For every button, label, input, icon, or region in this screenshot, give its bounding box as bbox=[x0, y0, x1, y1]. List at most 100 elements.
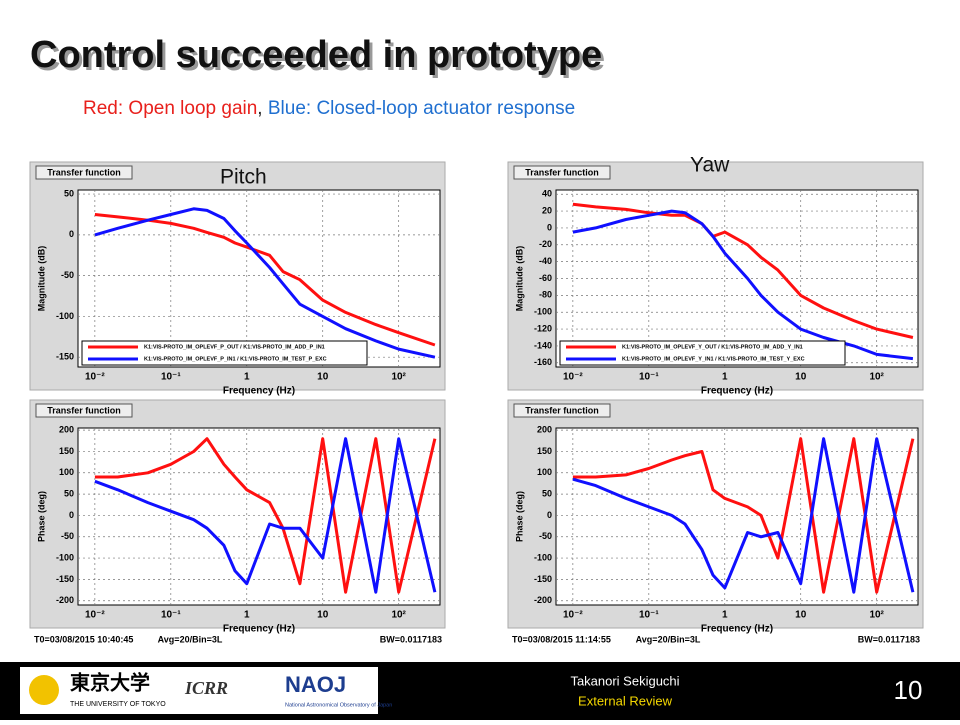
x-tick-label: 10⁻² bbox=[563, 372, 583, 383]
y-tick-label: -20 bbox=[539, 239, 552, 249]
x-tick-label: 10² bbox=[391, 610, 406, 621]
x-tick-label: 10² bbox=[869, 372, 884, 383]
tab bbox=[35, 403, 133, 418]
y-tick-label: 40 bbox=[542, 189, 552, 199]
info-label: BW=0.0117183 bbox=[380, 634, 442, 644]
tab bbox=[35, 165, 133, 180]
ginkgo-logo bbox=[29, 675, 59, 705]
info-label: T0=03/08/2015 10:40:45 bbox=[34, 634, 133, 644]
subtitle-part: Blue: Closed-loop actuator response bbox=[268, 98, 575, 119]
x-tick-label: 10 bbox=[795, 610, 807, 621]
y-tick-label: 0 bbox=[547, 222, 552, 232]
legend-box bbox=[81, 340, 368, 366]
y-tick-label: 100 bbox=[537, 467, 552, 477]
logo-text: National Astronomical Observatory of Jap… bbox=[285, 702, 392, 708]
y-tick-label: 50 bbox=[64, 188, 74, 198]
y-tick-label: -50 bbox=[539, 531, 552, 541]
legend-label: K1:VIS-PROTO_IM_OPLEVF_Y_OUT / K1:VIS-PR… bbox=[622, 344, 803, 350]
footer-author: Takanori Sekiguchi bbox=[570, 673, 679, 688]
panel-label: Pitch bbox=[220, 166, 267, 189]
series-line bbox=[572, 209, 914, 361]
series-line bbox=[94, 437, 437, 594]
y-tick-label: -100 bbox=[56, 311, 74, 321]
plot-area bbox=[77, 189, 441, 368]
y-tick-label: -200 bbox=[534, 595, 552, 605]
y-tick-label: 150 bbox=[537, 446, 552, 456]
y-tick-label: -150 bbox=[534, 574, 552, 584]
x-tick-label: 1 bbox=[722, 610, 728, 621]
legend-box bbox=[559, 340, 846, 366]
x-tick-label: 10⁻¹ bbox=[639, 372, 659, 383]
x-axis-label: Frequency (Hz) bbox=[701, 624, 773, 635]
info-label: BW=0.0117183 bbox=[858, 634, 920, 644]
tab bbox=[513, 403, 611, 418]
logo-text: THE UNIVERSITY OF TOKYO bbox=[70, 701, 166, 708]
y-tick-label: -200 bbox=[56, 595, 74, 605]
y-tick-label: -100 bbox=[56, 552, 74, 562]
y-tick-label: 50 bbox=[64, 488, 74, 498]
logo-text: ICRR bbox=[184, 678, 228, 698]
y-tick-label: -100 bbox=[534, 552, 552, 562]
x-axis-label: Frequency (Hz) bbox=[701, 386, 773, 397]
page-number: 10 bbox=[894, 675, 923, 705]
legend-label: K1:VIS-PROTO_IM_OPLEVF_Y_IN1 / K1:VIS-PR… bbox=[622, 356, 805, 362]
subtitle-part: Red: Open loop gain bbox=[83, 98, 257, 119]
subtitle-part: , bbox=[257, 98, 268, 119]
y-tick-label: -120 bbox=[534, 323, 552, 333]
y-tick-label: 20 bbox=[542, 205, 552, 215]
y-tick-label: 200 bbox=[59, 425, 74, 435]
y-axis-label: Magnitude (dB) bbox=[36, 246, 46, 312]
x-tick-label: 1 bbox=[244, 372, 250, 383]
x-tick-label: 10⁻² bbox=[85, 610, 105, 621]
series-line bbox=[572, 202, 914, 339]
panel-label: Yaw bbox=[690, 154, 730, 177]
title: Control succeeded in prototype bbox=[30, 34, 602, 76]
legend-label: K1:VIS-PROTO_IM_OPLEVF_P_IN1 / K1:VIS-PR… bbox=[144, 356, 327, 362]
x-tick-label: 10⁻¹ bbox=[639, 610, 659, 621]
y-tick-label: -150 bbox=[56, 352, 74, 362]
info-label: Avg=20/Bin=3L bbox=[636, 634, 701, 644]
x-tick-label: 10² bbox=[869, 610, 884, 621]
subtitle: Red: Open loop gain, Blue: Closed-loop a… bbox=[83, 98, 575, 119]
y-tick-label: 0 bbox=[69, 510, 74, 520]
info-label: T0=03/08/2015 11:14:55 bbox=[512, 634, 611, 644]
y-tick-label: 0 bbox=[69, 229, 74, 239]
y-axis-label: Phase (deg) bbox=[514, 491, 524, 542]
y-tick-label: -100 bbox=[534, 307, 552, 317]
logo-text: NAOJ bbox=[285, 672, 346, 697]
x-tick-label: 10⁻¹ bbox=[161, 610, 181, 621]
x-axis-label: Frequency (Hz) bbox=[223, 386, 295, 397]
y-tick-label: -140 bbox=[534, 340, 552, 350]
tab bbox=[513, 165, 611, 180]
y-tick-label: 200 bbox=[537, 425, 552, 435]
series-line bbox=[94, 213, 436, 347]
x-tick-label: 10⁻¹ bbox=[161, 372, 181, 383]
y-tick-label: -40 bbox=[539, 256, 552, 266]
y-axis-label: Magnitude (dB) bbox=[514, 246, 524, 312]
x-tick-label: 10 bbox=[317, 610, 329, 621]
x-tick-label: 10 bbox=[317, 372, 329, 383]
y-tick-label: -60 bbox=[539, 273, 552, 283]
y-tick-label: 0 bbox=[547, 510, 552, 520]
x-tick-label: 10² bbox=[391, 372, 406, 383]
series-line bbox=[94, 437, 437, 594]
title-shadow: Control succeeded in prototype bbox=[33, 37, 605, 79]
y-tick-label: 50 bbox=[542, 488, 552, 498]
footer-event: External Review bbox=[578, 693, 673, 708]
series-line bbox=[572, 437, 915, 594]
series-line bbox=[94, 207, 436, 359]
logo-box bbox=[20, 667, 378, 714]
tab-label: Transfer function bbox=[525, 405, 599, 415]
y-axis-label: Phase (deg) bbox=[36, 491, 46, 542]
tab-label: Transfer function bbox=[47, 167, 121, 177]
logo-text: 東京大学 bbox=[70, 670, 150, 694]
y-tick-label: -50 bbox=[61, 531, 74, 541]
y-tick-label: 150 bbox=[59, 446, 74, 456]
x-tick-label: 10⁻² bbox=[563, 610, 583, 621]
x-tick-label: 10 bbox=[795, 372, 807, 383]
y-tick-label: -160 bbox=[534, 357, 552, 367]
x-axis-label: Frequency (Hz) bbox=[223, 624, 295, 635]
y-tick-label: -50 bbox=[61, 270, 74, 280]
y-tick-label: -80 bbox=[539, 290, 552, 300]
